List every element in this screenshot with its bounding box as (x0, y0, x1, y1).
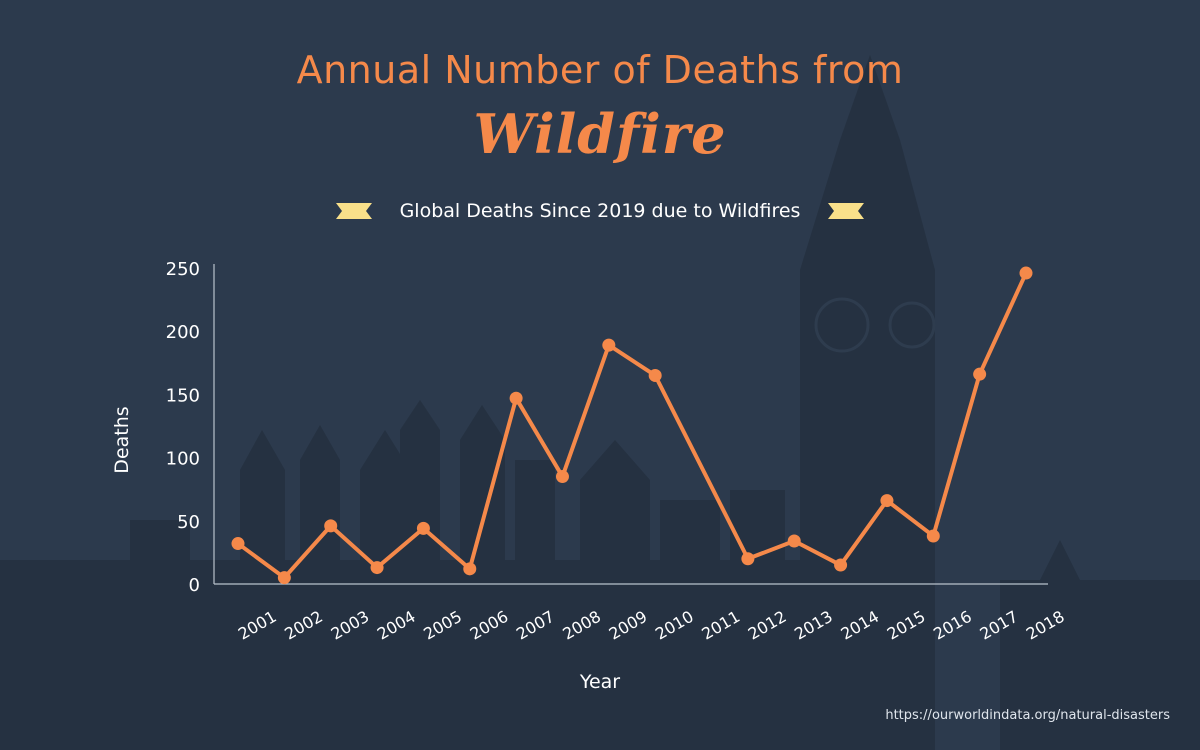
legend: Global Deaths Since 2019 due to Wildfire… (0, 200, 1200, 222)
x-tick-label: 2006 (467, 607, 512, 644)
x-tick-label: 2008 (559, 607, 604, 644)
y-tick-label: 250 (166, 259, 200, 280)
x-tick-label: 2012 (745, 607, 790, 644)
data-point (787, 534, 801, 548)
y-tick-label: 0 (189, 575, 200, 596)
data-point (555, 470, 569, 484)
x-tick-label: 2015 (884, 607, 929, 644)
data-point (973, 367, 987, 381)
x-tick-label: 2011 (698, 607, 743, 644)
y-tick-label: 100 (166, 449, 200, 470)
x-tick-label: 2013 (791, 607, 836, 644)
series-line (236, 271, 1028, 580)
data-point (602, 338, 616, 352)
data-point (926, 529, 940, 543)
x-tick-label: 2014 (837, 607, 882, 644)
x-tick-label: 2004 (374, 607, 419, 644)
data-point (741, 552, 755, 566)
source-link[interactable]: https://ourworldindata.org/natural-disas… (885, 708, 1170, 723)
data-point (648, 368, 662, 382)
data-point (1019, 266, 1033, 280)
x-tick-label: 2009 (606, 607, 651, 644)
y-tick-label: 50 (177, 512, 200, 533)
data-point (277, 571, 291, 585)
y-tick-label: 200 (166, 322, 200, 343)
x-tick-label: 2005 (420, 607, 465, 644)
x-tick-label: 2007 (513, 607, 558, 644)
data-point (463, 562, 477, 576)
data-point (509, 391, 523, 405)
x-tick-label: 2016 (930, 607, 975, 644)
data-point (416, 521, 430, 535)
x-tick-label: 2018 (1023, 607, 1068, 644)
y-tick-label: 150 (166, 385, 200, 406)
y-axis-title: Deaths (111, 406, 133, 473)
legend-label: Global Deaths Since 2019 due to Wildfire… (399, 200, 801, 222)
legend-ribbon-icon-left (335, 203, 372, 219)
x-tick-label: 2010 (652, 607, 697, 644)
data-point (370, 561, 384, 575)
x-axis-title: Year (579, 671, 620, 693)
data-point (834, 558, 848, 572)
x-tick-label: 2002 (281, 607, 326, 644)
chart-title: Annual Number of Deaths from (296, 48, 904, 92)
x-tick-label: 2017 (977, 607, 1022, 644)
data-point (231, 537, 245, 551)
legend-ribbon-icon-right (828, 203, 865, 219)
data-point (324, 519, 338, 533)
x-tick-label: 2001 (235, 607, 280, 644)
chart-title-highlight: Wildfire (473, 102, 727, 166)
x-tick-label: 2003 (328, 607, 373, 644)
data-point (880, 494, 894, 508)
